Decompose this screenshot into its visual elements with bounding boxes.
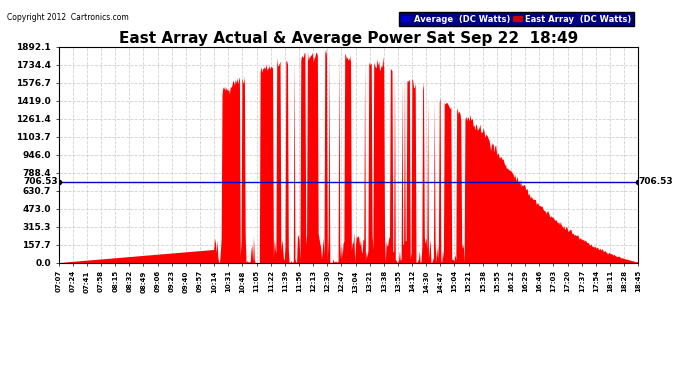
Legend: Average  (DC Watts), East Array  (DC Watts): Average (DC Watts), East Array (DC Watts… xyxy=(399,12,634,26)
Text: 706.53: 706.53 xyxy=(23,177,58,186)
Text: 706.53: 706.53 xyxy=(639,177,673,186)
Text: Copyright 2012  Cartronics.com: Copyright 2012 Cartronics.com xyxy=(7,13,128,22)
Title: East Array Actual & Average Power Sat Sep 22  18:49: East Array Actual & Average Power Sat Se… xyxy=(119,31,578,46)
